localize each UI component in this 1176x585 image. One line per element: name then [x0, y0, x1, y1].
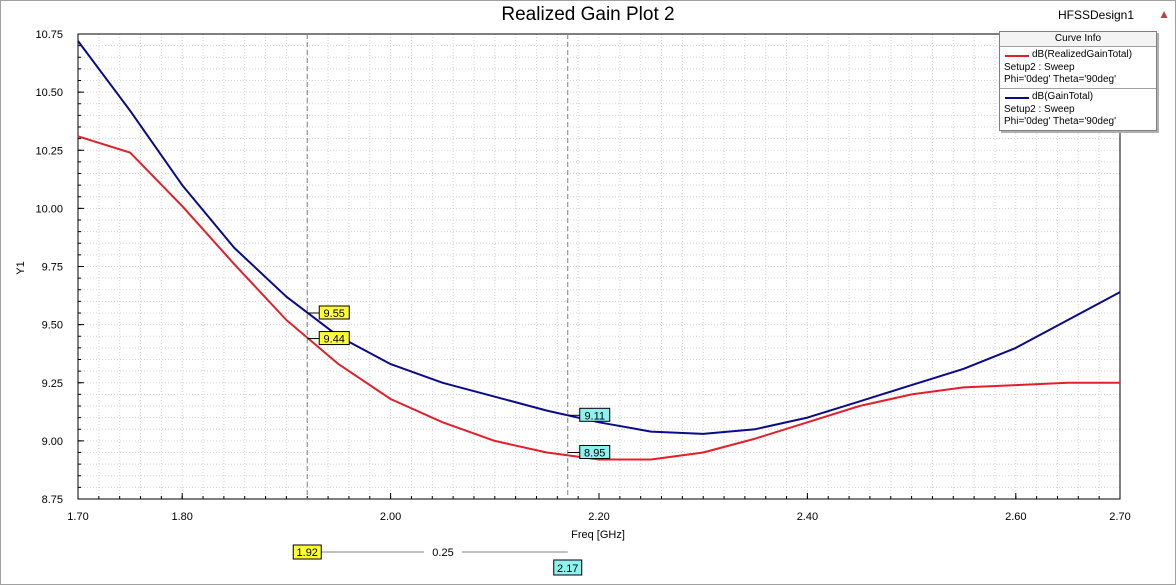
- series: [77, 40, 1121, 461]
- legend-params: Phi='0deg' Theta='90deg': [1004, 74, 1116, 85]
- curve-info-legend[interactable]: Curve Info dB(RealizedGainTotal) Setup2 …: [999, 31, 1157, 131]
- x-tick-label: 2.40: [797, 511, 818, 523]
- marker-label-value: 9.44: [324, 334, 345, 346]
- marker-x-box: [292, 544, 322, 560]
- x-tick-label: 2.20: [588, 511, 609, 523]
- marker-label-value: 9.11: [584, 410, 605, 422]
- legend-setup: Setup2 : Sweep: [1004, 104, 1075, 115]
- y-axis-title: Y1: [15, 261, 27, 274]
- marker-label-value: 8.95: [584, 448, 605, 460]
- plot-title: Realized Gain Plot 2: [501, 4, 675, 25]
- legend-line-gain: [1005, 97, 1029, 99]
- y-tick-label: 10.00: [35, 203, 63, 215]
- marker-label-box: [318, 305, 350, 320]
- marker-x-label: 2.17: [557, 563, 578, 575]
- y-tick-label: 9.00: [42, 436, 63, 448]
- y-tick-label: 9.75: [42, 262, 63, 274]
- x-axis-title: Freq [GHz]: [571, 529, 625, 541]
- marker-label-box: [579, 445, 611, 459]
- x-tick-label: 1.80: [171, 511, 192, 523]
- y-tick-label: 9.25: [42, 378, 63, 390]
- legend-line-realized-gain: [1005, 55, 1029, 57]
- y-tick-label: 10.25: [35, 145, 63, 157]
- legend-name: dB(RealizedGainTotal): [1032, 49, 1133, 60]
- legend-entry-gain[interactable]: dB(GainTotal) Setup2 : Sweep Phi='0deg' …: [1000, 89, 1156, 130]
- grid: [77, 33, 1121, 500]
- marker-label-value: 9.55: [324, 308, 345, 320]
- series-line-gain: [77, 40, 1121, 435]
- legend-setup: Setup2 : Sweep: [1004, 62, 1075, 73]
- y-tick-label: 8.75: [42, 494, 63, 506]
- ansys-logo-icon: ▲: [1158, 7, 1170, 21]
- y-tick-label: 10.50: [35, 87, 63, 99]
- design-name: HFSSDesign1: [1057, 8, 1134, 22]
- marker-x-box: [553, 559, 583, 576]
- axes: 1.70 1.80 2.00 2.20 2.40 2.60 2.70 8.75 9.00 9.25…: [15, 29, 1131, 541]
- marker-label-box: [579, 407, 611, 422]
- legend-name: dB(GainTotal): [1032, 91, 1094, 102]
- delta-label: 0.25: [432, 547, 453, 559]
- series-line-realized-gain: [77, 135, 1120, 461]
- x-tick-label: 2.70: [1109, 511, 1130, 523]
- marker-label-box: [318, 331, 350, 346]
- marker-x-label: 1.92: [297, 547, 318, 559]
- x-tick-label: 2.00: [380, 511, 401, 523]
- markers: 9.55 9.44 9.11 8.95 1.92 0.25 2.17: [292, 34, 611, 576]
- legend-entry-realized-gain[interactable]: dB(RealizedGainTotal) Setup2 : Sweep Phi…: [1000, 47, 1156, 89]
- y-tick-label: 10.75: [35, 29, 63, 41]
- y-tick-label: 9.50: [42, 320, 63, 332]
- x-tick-label: 1.70: [67, 511, 88, 523]
- legend-header: Curve Info: [1000, 32, 1156, 47]
- x-tick-label: 2.60: [1005, 511, 1026, 523]
- legend-params: Phi='0deg' Theta='90deg': [1004, 116, 1116, 127]
